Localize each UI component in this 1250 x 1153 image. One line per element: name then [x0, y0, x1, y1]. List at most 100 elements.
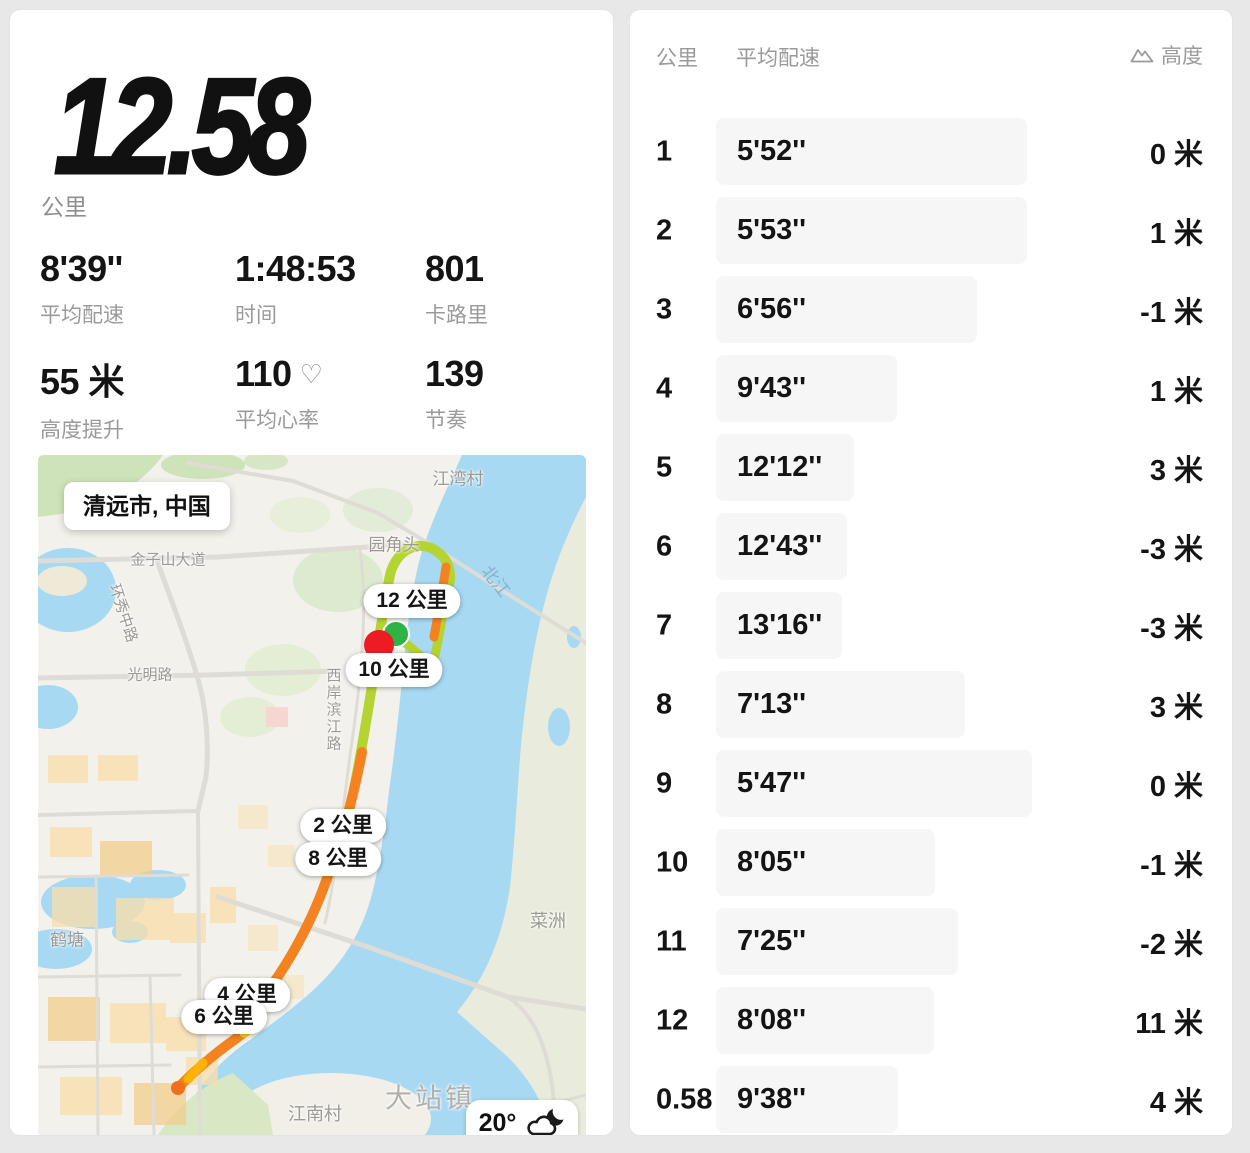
- stat-avg-heart-rate: 110 ♡ 平均心率: [235, 353, 323, 434]
- split-pace: 8'08'': [737, 1004, 807, 1036]
- split-pace-bar: 8'08'': [716, 987, 934, 1054]
- split-pace-bar: 5'53'': [716, 197, 1027, 264]
- stat-label: 节奏: [425, 409, 467, 432]
- split-km: 2: [656, 214, 673, 246]
- split-pace-bar: 13'16'': [716, 592, 842, 659]
- stat-cadence: 139 节奏: [425, 353, 484, 434]
- split-row: 7 13'16'' -3 米: [630, 592, 1232, 659]
- split-elevation: -1 米: [1140, 296, 1203, 329]
- split-km: 4: [656, 372, 673, 404]
- stat-value: 110 ♡: [235, 353, 323, 395]
- split-pace: 6'56'': [737, 293, 807, 325]
- stat-value: 801: [425, 248, 484, 289]
- map-label-yuanjiaotou: 园角头: [368, 535, 420, 555]
- splits-list: 1 5'52'' 0 米 2 5'53'' 1 米 3 6'56'' -1 米 …: [630, 118, 1232, 1135]
- stat-value: 8'39'': [40, 248, 123, 289]
- distance-marker-10km: 10 公里: [345, 653, 443, 687]
- split-pace-bar: 7'25'': [716, 908, 958, 975]
- header-km: 公里: [656, 47, 698, 70]
- split-row: 3 6'56'' -1 米: [630, 276, 1232, 343]
- distance-marker-2km: 2 公里: [300, 809, 386, 843]
- stat-elevation-gain: 55 米 高度提升: [40, 353, 125, 444]
- split-pace: 13'16'': [737, 609, 823, 641]
- map-label-jinzishan-avenue: 金子山大道: [130, 551, 206, 569]
- split-elevation: 1 米: [1149, 375, 1203, 408]
- splits-card[interactable]: 公里 平均配速 高度 1 5'52'' 0 米 2 5'53'' 1 米 3 6…: [630, 10, 1232, 1135]
- map-label-jiangnancun: 江南村: [288, 1104, 342, 1124]
- split-row: 0.58 9'38'' 4 米: [630, 1066, 1232, 1133]
- split-elevation: -2 米: [1140, 928, 1203, 961]
- map-label-xianbinjiang-road: 西岸滨江路: [324, 667, 342, 753]
- split-pace-bar: 9'38'': [716, 1066, 898, 1133]
- distance-unit-label: 公里: [41, 194, 87, 220]
- split-pace: 12'12'': [737, 451, 823, 483]
- split-row: 8 7'13'' 3 米: [630, 671, 1232, 738]
- split-elevation: -1 米: [1140, 849, 1203, 882]
- map-label-dazhanzhen: 大站镇: [385, 1083, 475, 1114]
- stat-label: 卡路里: [425, 304, 488, 327]
- split-row: 12 8'08'' 11 米: [630, 987, 1232, 1054]
- distance-value: 12.58: [53, 50, 312, 202]
- split-row: 1 5'52'' 0 米: [630, 118, 1232, 185]
- split-pace: 5'53'': [737, 214, 807, 246]
- split-elevation: -3 米: [1140, 612, 1203, 645]
- split-pace-bar: 12'12'': [716, 434, 854, 501]
- map-label-jiangwancun: 江湾村: [432, 469, 484, 489]
- stat-value: 1:48:53: [235, 248, 356, 289]
- split-pace: 9'43'': [737, 372, 807, 404]
- header-elevation: 高度: [1130, 40, 1203, 70]
- split-km: 10: [656, 846, 689, 878]
- split-pace: 5'47'': [737, 767, 807, 799]
- summary-card: 12.58 公里 8'39'' 平均配速 1:48:53 时间 801 卡路里 …: [10, 10, 613, 1135]
- split-elevation: 4 米: [1149, 1086, 1203, 1119]
- split-pace-bar: 5'47'': [716, 750, 1032, 817]
- stat-avg-pace: 8'39'' 平均配速: [40, 248, 124, 329]
- split-km: 12: [656, 1004, 689, 1036]
- split-row: 11 7'25'' -2 米: [630, 908, 1232, 975]
- split-elevation: 1 米: [1149, 217, 1203, 250]
- mountain-icon: [1130, 49, 1154, 63]
- split-elevation: 3 米: [1149, 454, 1203, 487]
- split-elevation: 0 米: [1149, 770, 1203, 803]
- stat-label: 高度提升: [40, 419, 124, 442]
- split-pace-bar: 9'43'': [716, 355, 897, 422]
- split-pace: 7'25'': [737, 925, 807, 957]
- split-pace: 8'05'': [737, 846, 807, 878]
- header-elevation-label: 高度: [1161, 45, 1203, 68]
- split-km: 9: [656, 767, 673, 799]
- location-label: 清远市, 中国: [64, 482, 230, 530]
- split-pace-bar: 5'52'': [716, 118, 1027, 185]
- stat-calories: 801 卡路里: [425, 248, 488, 329]
- split-km: 8: [656, 688, 673, 720]
- split-km: 11: [656, 925, 687, 957]
- split-row: 10 8'05'' -1 米: [630, 829, 1232, 896]
- stat-value: 55 米: [40, 361, 125, 402]
- split-pace: 7'13'': [737, 688, 807, 720]
- split-row: 4 9'43'' 1 米: [630, 355, 1232, 422]
- split-pace: 9'38'': [737, 1083, 807, 1115]
- distance-marker-6km: 6 公里: [181, 1000, 267, 1034]
- weather-widget: 20°: [466, 1100, 578, 1135]
- split-km: 6: [656, 530, 673, 562]
- stat-duration: 1:48:53 时间: [235, 248, 356, 329]
- cloud-moon-icon: [527, 1109, 564, 1135]
- map-label-guangming-road: 光明路: [127, 666, 173, 684]
- split-pace: 5'52'': [737, 135, 807, 167]
- split-km: 7: [656, 609, 673, 641]
- split-elevation: 0 米: [1149, 138, 1203, 171]
- split-row: 5 12'12'' 3 米: [630, 434, 1232, 501]
- temperature-value: 20°: [478, 1109, 517, 1135]
- split-km: 5: [656, 451, 673, 483]
- split-row: 2 5'53'' 1 米: [630, 197, 1232, 264]
- stat-value: 139: [425, 353, 484, 394]
- split-pace-bar: 7'13'': [716, 671, 965, 738]
- split-elevation: 11 米: [1135, 1007, 1203, 1040]
- split-row: 6 12'43'' -3 米: [630, 513, 1232, 580]
- stat-label: 平均配速: [40, 304, 124, 327]
- split-km: 1: [656, 135, 673, 167]
- map-label-hetang: 鹤塘: [50, 930, 84, 950]
- route-map[interactable]: 江湾村 园角头 金子山大道 环秀中路 光明路 北江 西岸滨江路 鹤塘 菜洲 江南…: [38, 455, 586, 1135]
- distance-marker-12km: 12 公里: [363, 584, 461, 618]
- map-label-caizhou: 菜洲: [530, 911, 566, 931]
- split-km: 3: [656, 293, 673, 325]
